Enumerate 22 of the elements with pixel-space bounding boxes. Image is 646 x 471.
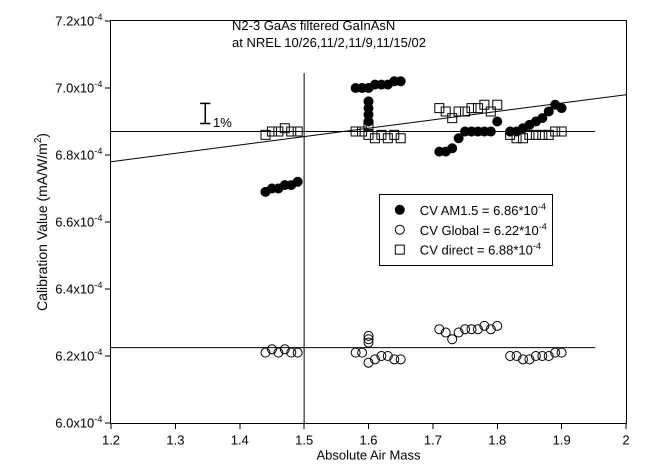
y-tick-label: 7.0x10$^{-4}$: [55, 79, 102, 96]
x-tick-label: 1.7: [424, 432, 442, 448]
y-tick-label: 6.8x10$^{-4}$: [55, 146, 102, 163]
x-tick-label: 1.3: [166, 432, 184, 448]
x-axis-title: Absolute Air Mass: [316, 448, 422, 463]
annotation: 1%: [213, 115, 232, 130]
x-tick-label: 1.8: [488, 432, 506, 448]
legend-label: CV Global = 6.22*10$^{-4}$: [420, 221, 547, 238]
y-tick-label: 7.2x10$^{-4}$: [55, 12, 102, 29]
y-tick-label: 6.2x10$^{-4}$: [55, 347, 102, 364]
chart-title: N2-3 GaAs filtered GaInAsN at NREL 10/26,11/2,11/9,11/15/02: [232, 18, 426, 50]
x-tick-label: 1.9: [552, 432, 571, 448]
y-tick-label: 6.0x10$^{-4}$: [55, 414, 102, 431]
x-tick-label: 1.2: [102, 432, 120, 448]
legend-label: CV AM1.5 = 6.86*10$^{-4}$: [420, 201, 546, 218]
x-tick-label: 1.5: [295, 432, 314, 448]
y-tick-label: 6.6x10$^{-4}$: [55, 213, 102, 230]
x-tick-label: 1.4: [230, 432, 249, 448]
x-tick-label: 1.6: [359, 432, 378, 448]
legend-label: CV direct = 6.88*10$^{-4}$: [420, 241, 542, 258]
y-tick-label: 6.4x10$^{-4}$: [55, 280, 102, 297]
x-tick-label: 2: [622, 432, 630, 448]
